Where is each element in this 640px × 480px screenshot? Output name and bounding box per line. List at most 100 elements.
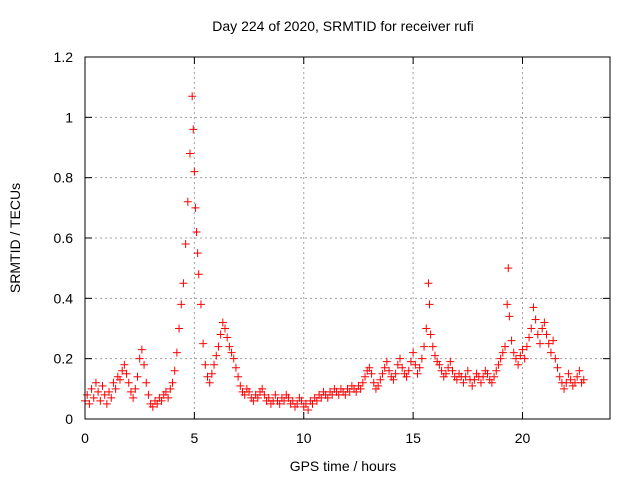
chart-title: Day 224 of 2020, SRMTID for receiver ruf… <box>212 18 473 34</box>
data-point <box>323 393 332 402</box>
data-point <box>542 330 551 339</box>
data-point <box>490 372 499 381</box>
data-point <box>214 342 223 351</box>
data-point <box>529 303 538 312</box>
data-point <box>352 387 361 396</box>
data-point <box>229 354 238 363</box>
data-point <box>365 363 374 372</box>
data-point <box>380 363 389 372</box>
data-point <box>308 399 317 408</box>
data-point <box>452 375 461 384</box>
data-point <box>188 92 197 101</box>
data-point <box>183 197 192 206</box>
data-point <box>374 381 383 390</box>
data-point <box>367 369 376 378</box>
data-point <box>358 378 367 387</box>
data-point <box>203 372 212 381</box>
data-point <box>531 315 540 324</box>
data-point <box>201 360 210 369</box>
x-tick-label: 15 <box>405 430 421 446</box>
data-point <box>389 375 398 384</box>
data-point <box>396 354 404 363</box>
data-point <box>393 360 402 369</box>
data-point <box>122 369 131 378</box>
data-point <box>420 342 429 351</box>
y-axis-title: SRMTID / TECUs <box>7 183 23 293</box>
data-point <box>249 396 258 405</box>
data-point <box>566 375 575 384</box>
data-point <box>444 363 453 372</box>
data-point <box>555 372 564 381</box>
y-tick-label: 0.8 <box>54 170 74 186</box>
data-point <box>468 381 477 390</box>
data-point <box>549 336 558 345</box>
data-point <box>426 330 435 339</box>
data-point <box>573 372 582 381</box>
data-point <box>166 384 175 393</box>
data-point <box>223 333 232 342</box>
data-point <box>431 351 439 360</box>
data-point <box>227 348 236 357</box>
data-point <box>179 279 188 288</box>
data-point <box>428 342 437 351</box>
data-point <box>501 342 509 351</box>
data-point <box>376 375 385 384</box>
data-point <box>275 399 284 408</box>
data-point <box>448 366 457 375</box>
data-point <box>356 384 365 393</box>
data-point <box>175 324 184 333</box>
data-point <box>382 357 391 366</box>
data-point <box>533 330 542 339</box>
data-point <box>189 125 198 134</box>
data-point <box>361 372 369 381</box>
y-tick-label: 0.4 <box>54 290 74 306</box>
y-tick-label: 0.2 <box>54 351 74 367</box>
data-point <box>406 357 415 366</box>
data-point <box>461 372 470 381</box>
data-point <box>100 390 109 399</box>
data-point <box>271 390 280 399</box>
data-point <box>234 372 243 381</box>
data-point <box>116 375 124 384</box>
data-point <box>148 402 157 411</box>
data-point <box>553 363 562 372</box>
data-point <box>118 366 127 375</box>
data-point <box>288 396 297 405</box>
data-point <box>402 372 411 381</box>
data-point <box>409 348 418 357</box>
data-point <box>369 378 378 387</box>
data-point <box>157 396 166 405</box>
data-point <box>551 354 560 363</box>
data-point <box>190 167 199 176</box>
data-point <box>503 300 512 309</box>
data-point <box>231 363 240 372</box>
data-point <box>470 375 479 384</box>
data-point <box>435 360 444 369</box>
data-point <box>124 378 133 387</box>
x-tick-label: 0 <box>81 430 89 446</box>
data-point <box>463 366 472 375</box>
data-point <box>87 384 96 393</box>
y-tick-label: 0 <box>65 411 73 427</box>
data-point <box>378 369 387 378</box>
data-point <box>540 318 549 327</box>
data-point <box>280 396 289 405</box>
data-point <box>135 354 144 363</box>
data-point <box>297 396 306 405</box>
data-point <box>575 366 584 375</box>
data-point <box>207 369 216 378</box>
data-point <box>518 345 527 354</box>
data-point <box>415 363 424 372</box>
data-point <box>102 399 111 408</box>
data-point <box>196 300 205 309</box>
x-axis-title: GPS time / hours <box>290 458 397 474</box>
data-point <box>153 399 162 408</box>
data-point <box>391 369 400 378</box>
data-point <box>193 249 202 258</box>
data-point <box>492 366 501 375</box>
data-point <box>111 384 120 393</box>
data-point <box>260 390 269 399</box>
data-point <box>212 351 221 360</box>
